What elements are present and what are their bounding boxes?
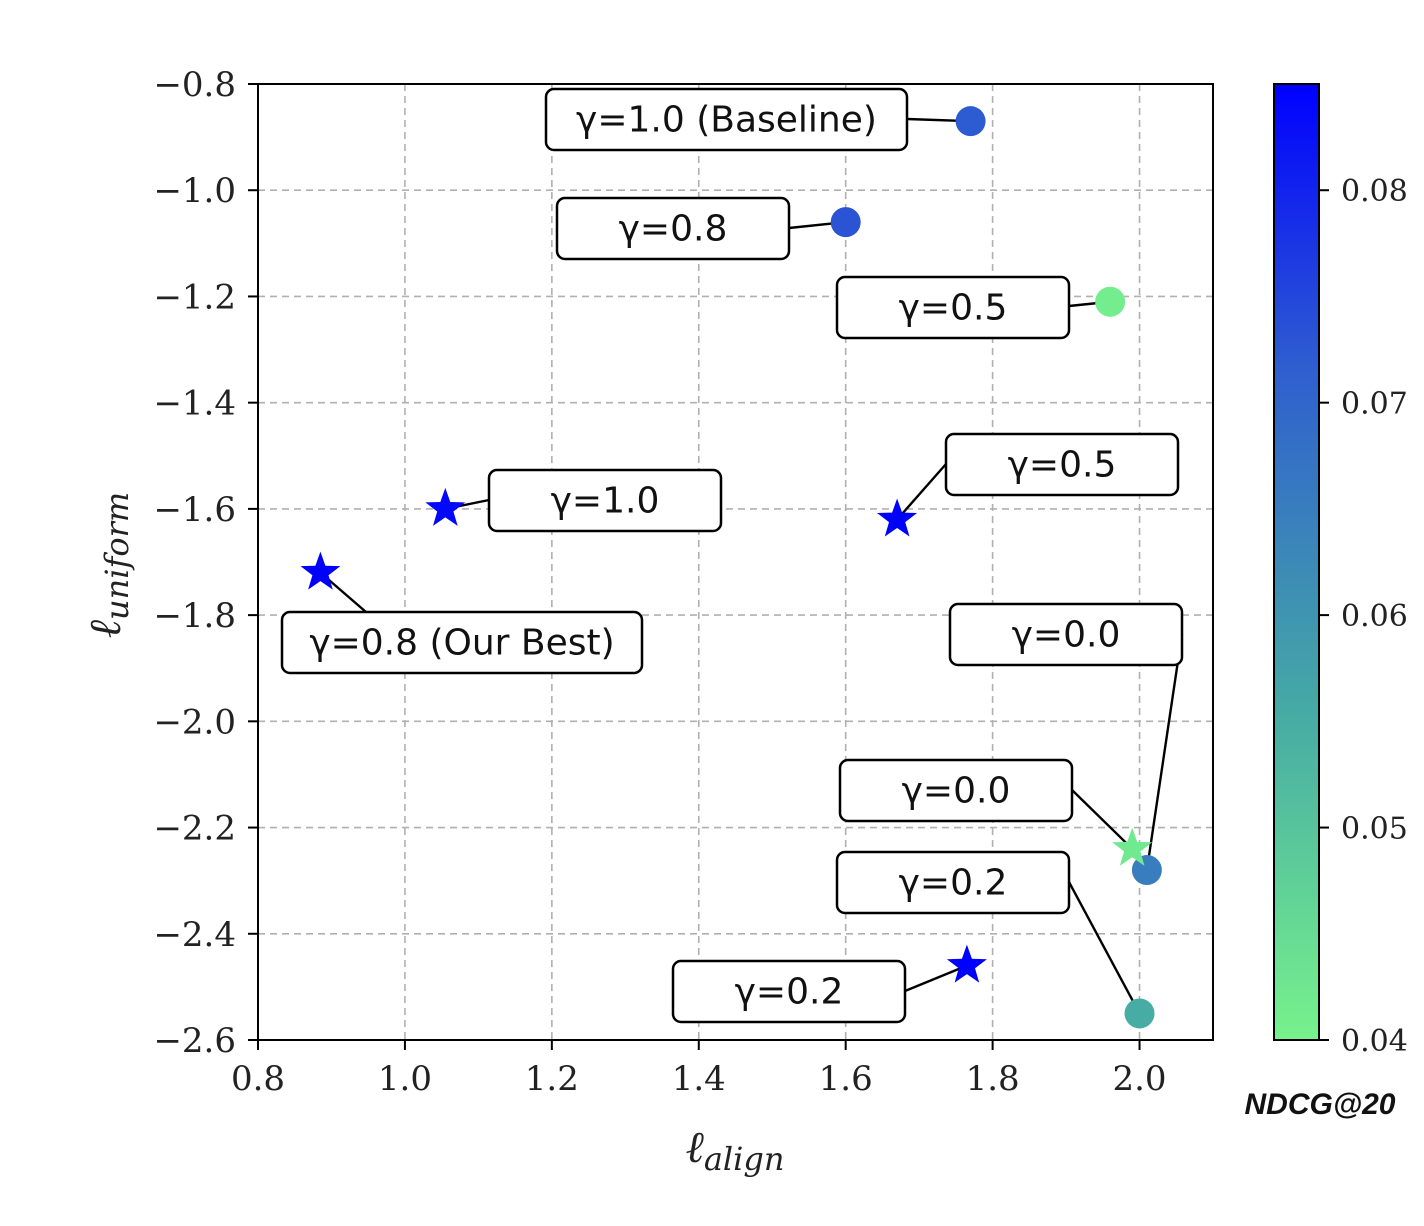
baseline-gamma-1.0-marker bbox=[955, 106, 986, 137]
plot-frame bbox=[257, 83, 1214, 1041]
axis-ticks: 0.8 1.0 1.2 1.4 1.6 1.8 2.0 −0.8 −1.0 −1.2 −1.4 −1.… bbox=[153, 65, 1166, 1099]
ours-gamma-1.0-marker bbox=[425, 487, 466, 526]
baseline-gamma-0.8-annotation-box bbox=[555, 196, 791, 261]
x-tick-label: 1.4 bbox=[672, 1059, 726, 1099]
baseline-gamma-0.5-annotation-box bbox=[835, 275, 1071, 340]
ours-gamma-0.5-annotation-label: γ=0.5 bbox=[1008, 445, 1117, 486]
y-tick-label: −1.0 bbox=[153, 171, 236, 211]
baseline-gamma-0.0-annotation-label: γ=0.0 bbox=[1012, 615, 1121, 656]
x-tick-label: 1.2 bbox=[525, 1059, 579, 1099]
x-tick-label: 2.0 bbox=[1112, 1059, 1166, 1099]
baseline-gamma-0.0-annotation-box bbox=[948, 602, 1184, 667]
ours-gamma-0.8-annotation-label: γ=0.8 (Our Best) bbox=[309, 623, 614, 664]
baseline-gamma-0.0-leader bbox=[1145, 633, 1184, 871]
y-tick-label: −1.4 bbox=[153, 384, 236, 424]
colorbar-tick-label: 0.07 bbox=[1341, 387, 1408, 422]
baseline-gamma-1.0-annotation-box bbox=[544, 87, 909, 152]
x-tick-label: 1.8 bbox=[966, 1059, 1020, 1099]
baseline-gamma-0.0-marker bbox=[1131, 855, 1162, 886]
baseline-gamma-0.2-annotation: γ=0.2 bbox=[835, 850, 1071, 915]
ours-gamma-1.0-annotation-box bbox=[487, 468, 723, 533]
ours-gamma-0.0-marker bbox=[1112, 827, 1153, 866]
point-annotations: γ=1.0 (Baseline) γ=0.8 γ=0.5 γ=0.0 γ=0.2 γ=1.… bbox=[280, 87, 1184, 1024]
baseline-gamma-0.2-leader bbox=[1067, 881, 1141, 1015]
colorbar-tick-label: 0.08 bbox=[1341, 174, 1408, 209]
baseline-gamma-0.5-annotation-label: γ=0.5 bbox=[899, 288, 1008, 329]
ours-gamma-0.8-marker bbox=[300, 551, 341, 590]
y-axis-label: ℓuniform bbox=[80, 492, 136, 639]
ours-gamma-0.0-leader bbox=[1071, 789, 1134, 850]
x-tick-label: 1.6 bbox=[819, 1059, 873, 1099]
ours-gamma-0.0-annotation: γ=0.0 bbox=[838, 758, 1074, 823]
colorbar-tick-label: 0.05 bbox=[1341, 812, 1408, 847]
x-tick-label: 1.0 bbox=[378, 1059, 432, 1099]
x-axis-label-main: ℓ bbox=[686, 1122, 705, 1173]
baseline-gamma-0.0-annotation: γ=0.0 bbox=[948, 602, 1184, 667]
baseline-gamma-0.8-marker bbox=[830, 207, 861, 238]
ours-gamma-0.2-leader bbox=[904, 964, 968, 993]
baseline-gamma-0.5-annotation: γ=0.5 bbox=[835, 275, 1071, 340]
x-axis-label: ℓalign bbox=[686, 1122, 785, 1178]
colorbar bbox=[1273, 83, 1320, 1041]
colorbar-label: NDCG@20 bbox=[1245, 1088, 1396, 1121]
baseline-gamma-0.8-annotation-label: γ=0.8 bbox=[619, 209, 728, 250]
ours-gamma-0.5-annotation: γ=0.5 bbox=[944, 432, 1180, 497]
y-axis-label-main: ℓ bbox=[80, 619, 131, 638]
data-points bbox=[300, 106, 1162, 1029]
y-tick-label: −2.6 bbox=[153, 1021, 236, 1061]
y-tick-label: −2.0 bbox=[153, 702, 236, 742]
y-tick-label: −2.2 bbox=[153, 809, 236, 849]
y-tick-label: −1.6 bbox=[153, 490, 236, 530]
ours-gamma-0.8-annotation: γ=0.8 (Our Best) bbox=[280, 610, 644, 675]
ours-gamma-0.2-marker bbox=[946, 944, 987, 983]
y-tick-label: −0.8 bbox=[153, 65, 236, 105]
ours-gamma-1.0-annotation: γ=1.0 bbox=[487, 468, 723, 533]
ours-gamma-0.8-annotation-box bbox=[280, 610, 644, 675]
ours-gamma-0.5-marker bbox=[877, 498, 918, 537]
y-tick-label: −2.4 bbox=[153, 915, 236, 955]
y-tick-label: −1.8 bbox=[153, 596, 236, 636]
x-tick-label: 0.8 bbox=[231, 1059, 285, 1099]
baseline-gamma-0.5-marker bbox=[1095, 286, 1126, 317]
y-axis-label-sub: uniform bbox=[98, 492, 136, 620]
baseline-gamma-0.2-annotation-label: γ=0.2 bbox=[899, 863, 1008, 904]
colorbar-tick-label: 0.06 bbox=[1341, 599, 1408, 634]
ours-gamma-0.5-leader bbox=[896, 463, 947, 521]
colorbar-ticks: 0.04 0.05 0.06 0.07 0.08 bbox=[1319, 174, 1408, 1059]
baseline-gamma-0.2-annotation-box bbox=[835, 850, 1071, 915]
ours-gamma-0.2-annotation-box bbox=[671, 959, 907, 1024]
x-axis-label-sub: align bbox=[704, 1140, 785, 1178]
baseline-gamma-0.2-marker bbox=[1124, 998, 1155, 1029]
ours-gamma-0.2-annotation: γ=0.2 bbox=[671, 959, 907, 1024]
ours-gamma-0.2-annotation-label: γ=0.2 bbox=[735, 972, 844, 1013]
baseline-gamma-0.8-annotation: γ=0.8 bbox=[555, 196, 791, 261]
ours-gamma-0.5-annotation-box bbox=[944, 432, 1180, 497]
y-tick-label: −1.2 bbox=[153, 277, 236, 317]
ours-gamma-0.0-annotation-label: γ=0.0 bbox=[902, 771, 1011, 812]
baseline-gamma-1.0-annotation: γ=1.0 (Baseline) bbox=[544, 87, 909, 152]
ours-gamma-0.0-annotation-box bbox=[838, 758, 1074, 823]
colorbar-tick-label: 0.04 bbox=[1341, 1024, 1408, 1059]
baseline-gamma-1.0-annotation-label: γ=1.0 (Baseline) bbox=[576, 100, 877, 141]
ours-gamma-1.0-annotation-label: γ=1.0 bbox=[551, 481, 660, 522]
